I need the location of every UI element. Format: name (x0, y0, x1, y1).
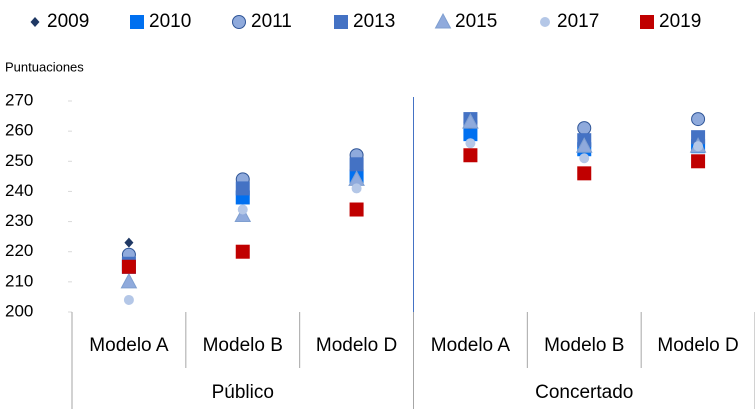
legend-label: 2010 (149, 11, 191, 32)
y-tick-label: 250 (5, 151, 33, 170)
y-tick-label: 200 (5, 301, 33, 320)
point (124, 237, 134, 248)
x-tick-label: Modelo A (89, 335, 169, 356)
point (120, 272, 138, 289)
x-tick-label: Modelo A (431, 335, 511, 356)
legend-marker (434, 12, 452, 29)
legend-marker (130, 15, 144, 29)
point (691, 112, 706, 127)
y-tick-label: 210 (5, 271, 33, 290)
legend-marker (334, 15, 348, 29)
point (349, 157, 364, 172)
legend-label: 2013 (353, 11, 395, 32)
point (577, 121, 592, 136)
point (123, 294, 134, 305)
legend-label: 2017 (557, 11, 599, 32)
legend-marker (640, 15, 654, 29)
point (691, 154, 706, 169)
point (235, 244, 250, 259)
legend-marker (540, 17, 550, 27)
point (579, 153, 590, 164)
point (237, 204, 248, 215)
x-tick-label: Modelo D (657, 335, 738, 356)
y-tick-label: 220 (5, 241, 33, 260)
point (465, 138, 476, 149)
point (349, 202, 364, 217)
legend-label: 2011 (251, 11, 292, 32)
legend-marker (30, 17, 40, 27)
y-tick-label: 230 (5, 211, 33, 230)
x-tick-label: Modelo B (544, 335, 624, 356)
x-tick-label: Modelo B (203, 335, 283, 356)
point (234, 206, 252, 223)
point (577, 166, 592, 181)
legend-marker (232, 15, 246, 29)
point (462, 113, 479, 129)
point (575, 137, 593, 153)
point (121, 259, 136, 274)
legend-label: 2015 (455, 11, 497, 32)
legend-label: 2009 (47, 11, 89, 32)
legend-label: 2019 (659, 11, 701, 32)
point (693, 141, 704, 152)
group-label: Concertado (535, 382, 633, 403)
group-label: Público (212, 382, 274, 403)
point (235, 181, 250, 196)
point (351, 183, 362, 194)
y-tick-label: 270 (5, 90, 33, 109)
point (463, 127, 478, 142)
y-tick-label: 240 (5, 181, 33, 200)
y-tick-label: 260 (5, 121, 33, 140)
y-axis-title: Puntuaciones (5, 59, 84, 74)
x-tick-label: Modelo D (316, 335, 397, 356)
point (463, 148, 478, 163)
